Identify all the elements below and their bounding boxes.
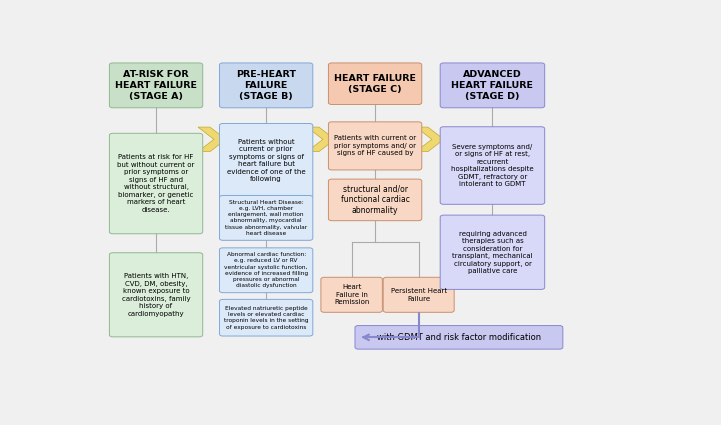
FancyBboxPatch shape bbox=[219, 248, 313, 293]
Text: Abnormal cardiac function:
e.g. reduced LV or RV
ventricular systolic function,
: Abnormal cardiac function: e.g. reduced … bbox=[224, 252, 308, 288]
FancyBboxPatch shape bbox=[441, 63, 544, 108]
FancyBboxPatch shape bbox=[329, 179, 422, 221]
Text: PRE-HEART
FAILURE
(STAGE B): PRE-HEART FAILURE (STAGE B) bbox=[236, 70, 296, 101]
Text: Patients at risk for HF
but without current or
prior symptoms or
signs of HF and: Patients at risk for HF but without curr… bbox=[118, 154, 195, 213]
Text: HEART FAILURE
(STAGE C): HEART FAILURE (STAGE C) bbox=[334, 74, 416, 94]
FancyBboxPatch shape bbox=[219, 63, 313, 108]
Text: Patients with current or
prior symptoms and/ or
signs of HF caused by: Patients with current or prior symptoms … bbox=[334, 136, 416, 156]
FancyBboxPatch shape bbox=[329, 122, 422, 170]
FancyBboxPatch shape bbox=[329, 63, 422, 105]
Polygon shape bbox=[416, 127, 444, 152]
Text: ADVANCED
HEART FAILURE
(STAGE D): ADVANCED HEART FAILURE (STAGE D) bbox=[451, 70, 534, 101]
FancyBboxPatch shape bbox=[110, 133, 203, 234]
Text: Elevated natriuretic peptide
levels or elevated cardiac
troponin levels in the s: Elevated natriuretic peptide levels or e… bbox=[224, 306, 309, 329]
Polygon shape bbox=[198, 127, 226, 152]
FancyBboxPatch shape bbox=[110, 253, 203, 337]
Text: requiring advanced
therapies such as
consideration for
transplant, mechanical
ci: requiring advanced therapies such as con… bbox=[452, 230, 533, 274]
Text: with GDMT and risk factor modification: with GDMT and risk factor modification bbox=[377, 333, 541, 342]
Polygon shape bbox=[307, 127, 335, 152]
Text: Persistent Heart
Failure: Persistent Heart Failure bbox=[391, 288, 447, 302]
FancyBboxPatch shape bbox=[383, 277, 454, 312]
FancyBboxPatch shape bbox=[219, 196, 313, 240]
FancyBboxPatch shape bbox=[219, 299, 313, 336]
FancyBboxPatch shape bbox=[321, 277, 382, 312]
FancyBboxPatch shape bbox=[355, 326, 563, 349]
Text: structural and/or
functional cardiac
abnormality: structural and/or functional cardiac abn… bbox=[340, 184, 410, 215]
Text: Severe symptoms and/
or signs of HF at rest,
recurrent
hospitalizations despite
: Severe symptoms and/ or signs of HF at r… bbox=[451, 144, 534, 187]
Text: AT-RISK FOR
HEART FAILURE
(STAGE A): AT-RISK FOR HEART FAILURE (STAGE A) bbox=[115, 70, 197, 101]
Text: Patients with HTN,
CVD, DM, obesity,
known exposure to
cardiotoxins, family
hist: Patients with HTN, CVD, DM, obesity, kno… bbox=[122, 273, 190, 317]
Text: Heart
Failure in
Remission: Heart Failure in Remission bbox=[334, 284, 369, 305]
Text: Patients without
current or prior
symptoms or signs of
heart failure but
evidenc: Patients without current or prior sympto… bbox=[227, 139, 306, 182]
Text: Structural Heart Disease:
e.g. LVH, chamber
enlargement, wall motion
abnormality: Structural Heart Disease: e.g. LVH, cham… bbox=[225, 200, 307, 236]
FancyBboxPatch shape bbox=[441, 215, 544, 289]
FancyBboxPatch shape bbox=[110, 63, 203, 108]
FancyBboxPatch shape bbox=[441, 127, 544, 204]
FancyBboxPatch shape bbox=[219, 124, 313, 198]
